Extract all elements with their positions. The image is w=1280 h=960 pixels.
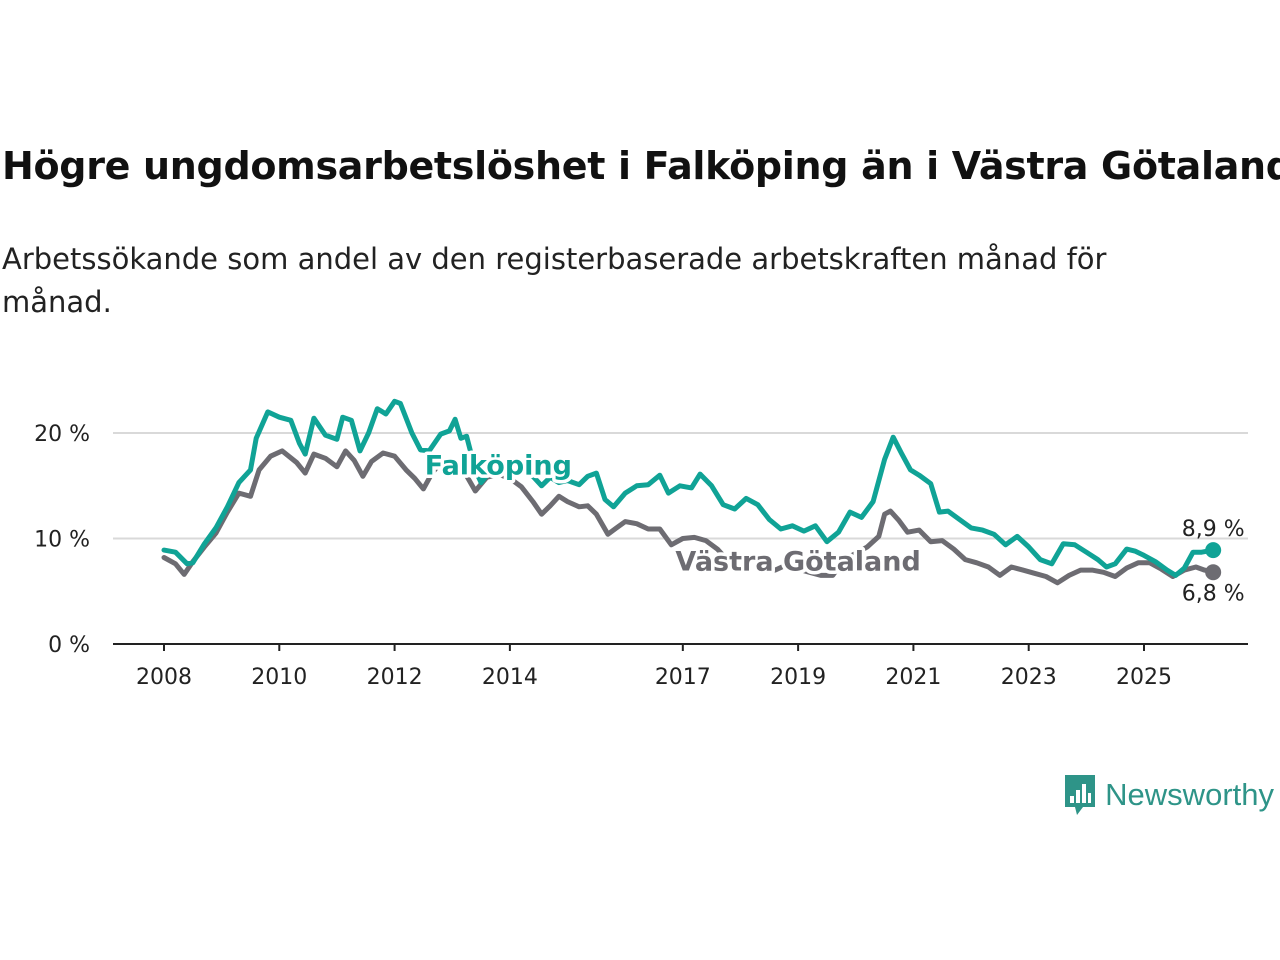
chart-subtitle: Arbetssökande som andel av den registerb…: [2, 242, 1107, 319]
x-tick-label: 2017: [655, 665, 711, 690]
series-line-v-stra-g-taland: [161, 448, 1216, 586]
endpoint-value-label: 8,9 %: [1182, 517, 1245, 542]
x-tick-label: 2008: [136, 665, 192, 690]
series-line-falk-ping: [161, 398, 1216, 578]
x-tick-label: 2012: [367, 665, 423, 690]
x-tick-label: 2025: [1116, 665, 1172, 690]
endpoint-value-label: 6,8 %: [1182, 581, 1245, 606]
x-tick-label: 2023: [1001, 665, 1057, 690]
newsworthy-logo-icon: [1065, 775, 1096, 815]
y-tick-label: 0 %: [48, 633, 90, 658]
chart-title: Högre ungdomsarbetslöshet i Falköping än…: [2, 144, 1280, 188]
series-annotation: Västra Götaland: [675, 547, 920, 578]
y-tick-label: 20 %: [34, 422, 90, 447]
x-tick-label: 2021: [885, 665, 941, 690]
x-tick-label: 2019: [770, 665, 826, 690]
x-tick-label: 2014: [482, 665, 538, 690]
x-tick-label: 2010: [251, 665, 307, 690]
newsworthy-brand: Newsworthy: [1063, 772, 1274, 818]
series-annotation: Falköping: [425, 451, 572, 482]
line-chart: 0 % 10 % 20 % 2008 2010 2012 2014 2017 2019 2021 2…: [34, 398, 1248, 690]
endpoint-marker: [1205, 542, 1222, 559]
y-tick-label: 10 %: [34, 528, 90, 553]
brand-name: Newsworthy: [1105, 777, 1274, 812]
endpoint-marker: [1205, 564, 1222, 581]
